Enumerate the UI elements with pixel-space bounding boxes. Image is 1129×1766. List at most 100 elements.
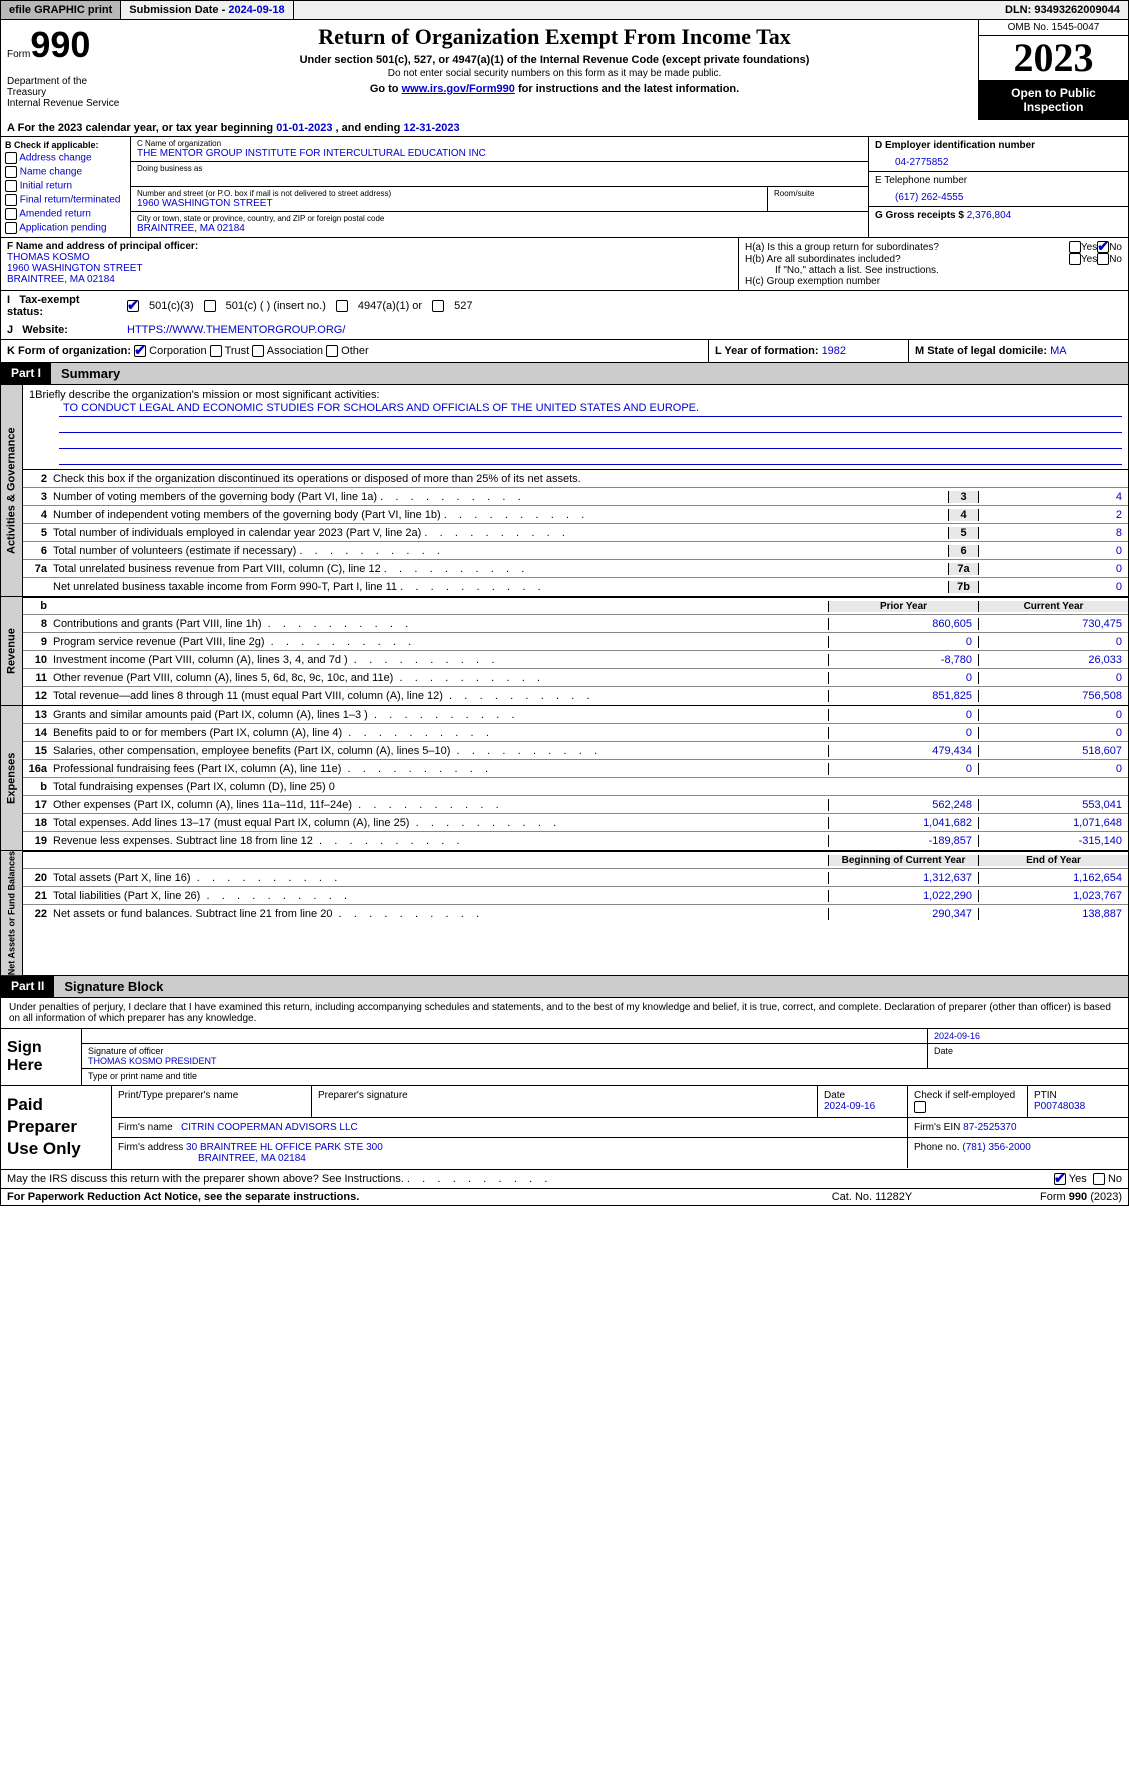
form-footer: Form 990 (2023)	[972, 1191, 1122, 1203]
chk-app-pending[interactable]: Application pending	[5, 222, 126, 234]
form-title: Return of Organization Exempt From Incom…	[137, 24, 972, 50]
vtab-net-assets: Net Assets or Fund Balances	[1, 851, 23, 975]
firm-phone: (781) 356-2000	[962, 1142, 1030, 1153]
org-city: BRAINTREE, MA 02184	[137, 223, 862, 234]
summary-line: 5Total number of individuals employed in…	[23, 524, 1128, 542]
col-deg: D Employer identification number04-27758…	[868, 137, 1128, 237]
summary-line: 13Grants and similar amounts paid (Part …	[23, 706, 1128, 724]
chk-address-change[interactable]: Address change	[5, 152, 126, 164]
firm-ein: 87-2525370	[963, 1122, 1016, 1133]
entity-block: B Check if applicable: Address change Na…	[0, 137, 1129, 238]
chk-name-change[interactable]: Name change	[5, 166, 126, 178]
summary-line: 9Program service revenue (Part VIII, lin…	[23, 633, 1128, 651]
chk-hb-yes[interactable]	[1069, 253, 1081, 265]
chk-trust[interactable]	[210, 345, 222, 357]
chk-self-employed[interactable]	[914, 1101, 926, 1113]
summary-governance: Activities & Governance 1Briefly describ…	[0, 385, 1129, 597]
open-to-public: Open to Public Inspection	[979, 80, 1128, 120]
summary-line: Net unrelated business taxable income fr…	[23, 578, 1128, 596]
efile-print-button[interactable]: efile GRAPHIC print	[1, 1, 121, 19]
telephone: (617) 262-4555	[875, 186, 1122, 203]
dln: DLN: 93493262009044	[997, 1, 1128, 19]
summary-expenses: Expenses 13Grants and similar amounts pa…	[0, 706, 1129, 851]
submission-date: Submission Date - 2024-09-18	[121, 1, 293, 19]
summary-line: 11Other revenue (Part VIII, column (A), …	[23, 669, 1128, 687]
chk-assoc[interactable]	[252, 345, 264, 357]
org-name: THE MENTOR GROUP INSTITUTE FOR INTERCULT…	[137, 148, 862, 159]
summary-line: 18Total expenses. Add lines 13–17 (must …	[23, 814, 1128, 832]
summary-line: 4Number of independent voting members of…	[23, 506, 1128, 524]
row-k: K Form of organization: Corporation Trus…	[0, 340, 1129, 363]
summary-line: 8Contributions and grants (Part VIII, li…	[23, 615, 1128, 633]
summary-line: 17Other expenses (Part IX, column (A), l…	[23, 796, 1128, 814]
mission: TO CONDUCT LEGAL AND ECONOMIC STUDIES FO…	[59, 401, 1122, 417]
col-c: C Name of organizationTHE MENTOR GROUP I…	[131, 137, 868, 237]
chk-corp[interactable]	[134, 345, 146, 357]
firm-name: CITRIN COOPERMAN ADVISORS LLC	[181, 1122, 358, 1133]
chk-discuss-no[interactable]	[1093, 1173, 1105, 1185]
summary-line: 3Number of voting members of the governi…	[23, 488, 1128, 506]
chk-amended[interactable]: Amended return	[5, 208, 126, 220]
form-title-block: Return of Organization Exempt From Incom…	[131, 20, 978, 120]
summary-line: 14Benefits paid to or for members (Part …	[23, 724, 1128, 742]
perjury-statement: Under penalties of perjury, I declare th…	[0, 998, 1129, 1029]
footer: For Paperwork Reduction Act Notice, see …	[0, 1189, 1129, 1206]
sign-here-block: Sign Here 2024-09-16 Signature of office…	[0, 1029, 1129, 1086]
org-street: 1960 WASHINGTON STREET	[137, 198, 761, 209]
ptin: P00748038	[1034, 1101, 1122, 1112]
summary-net-assets: Net Assets or Fund Balances Beginning of…	[0, 851, 1129, 976]
chk-hb-no[interactable]	[1097, 253, 1109, 265]
header-right: OMB No. 1545-0047 2023 Open to Public In…	[978, 20, 1128, 120]
col-b-checkboxes: B Check if applicable: Address change Na…	[1, 137, 131, 237]
paid-preparer-block: Paid Preparer Use Only Print/Type prepar…	[0, 1086, 1129, 1169]
year-formation: 1982	[822, 345, 846, 357]
summary-line: 21Total liabilities (Part X, line 26) 1,…	[23, 887, 1128, 905]
summary-line: 10Investment income (Part VIII, column (…	[23, 651, 1128, 669]
tax-year: 2023	[979, 36, 1128, 80]
vtab-governance: Activities & Governance	[1, 385, 23, 596]
chk-initial-return[interactable]: Initial return	[5, 180, 126, 192]
chk-ha-yes[interactable]	[1069, 241, 1081, 253]
summary-line: 19Revenue less expenses. Subtract line 1…	[23, 832, 1128, 850]
dept-treasury: Department of the Treasury Internal Reve…	[7, 76, 125, 109]
summary-line: 12Total revenue—add lines 8 through 11 (…	[23, 687, 1128, 705]
summary-line: 7aTotal unrelated business revenue from …	[23, 560, 1128, 578]
row-i: I Tax-exempt status: 501(c)(3) 501(c) ( …	[0, 291, 1129, 321]
chk-other[interactable]	[326, 345, 338, 357]
firm-addr: 30 BRAINTREE HL OFFICE PARK STE 300	[186, 1142, 383, 1153]
chk-501c3[interactable]	[127, 300, 139, 312]
vtab-expenses: Expenses	[1, 706, 23, 850]
chk-501c[interactable]	[204, 300, 216, 312]
tax-year-row: A For the 2023 calendar year, or tax yea…	[0, 120, 1129, 137]
form-header: Form990 Department of the Treasury Inter…	[0, 20, 1129, 120]
chk-4947[interactable]	[336, 300, 348, 312]
row-f-h: F Name and address of principal officer:…	[0, 238, 1129, 291]
prep-date: 2024-09-16	[824, 1101, 901, 1112]
row-j: J Website: HTTPS://WWW.THEMENTORGROUP.OR…	[0, 321, 1129, 340]
summary-line: bTotal fundraising expenses (Part IX, co…	[23, 778, 1128, 796]
chk-final-return[interactable]: Final return/terminated	[5, 194, 126, 206]
cat-no: Cat. No. 11282Y	[772, 1191, 972, 1203]
chk-discuss-yes[interactable]	[1054, 1173, 1066, 1185]
sig-date: 2024-09-16	[934, 1031, 980, 1041]
officer-sig: THOMAS KOSMO PRESIDENT	[88, 1056, 921, 1066]
irs-link[interactable]: www.irs.gov/Form990	[402, 83, 515, 95]
form-id-block: Form990 Department of the Treasury Inter…	[1, 20, 131, 120]
summary-line: 15Salaries, other compensation, employee…	[23, 742, 1128, 760]
vtab-revenue: Revenue	[1, 597, 23, 705]
chk-527[interactable]	[432, 300, 444, 312]
gross-receipts: 2,376,804	[967, 210, 1012, 221]
part-i-header: Part I Summary	[0, 363, 1129, 385]
chk-ha-no[interactable]	[1097, 241, 1109, 253]
summary-line: 22Net assets or fund balances. Subtract …	[23, 905, 1128, 923]
summary-line: 6Total number of volunteers (estimate if…	[23, 542, 1128, 560]
summary-revenue: Revenue bPrior YearCurrent Year 8Contrib…	[0, 597, 1129, 706]
state-domicile: MA	[1050, 345, 1067, 357]
summary-line: 16aProfessional fundraising fees (Part I…	[23, 760, 1128, 778]
top-bar: efile GRAPHIC print Submission Date - 20…	[0, 0, 1129, 20]
officer-name: THOMAS KOSMO	[7, 252, 732, 263]
website: HTTPS://WWW.THEMENTORGROUP.ORG/	[127, 324, 345, 336]
discuss-row: May the IRS discuss this return with the…	[0, 1170, 1129, 1189]
omb-number: OMB No. 1545-0047	[979, 20, 1128, 36]
summary-line: 20Total assets (Part X, line 16) 1,312,6…	[23, 869, 1128, 887]
